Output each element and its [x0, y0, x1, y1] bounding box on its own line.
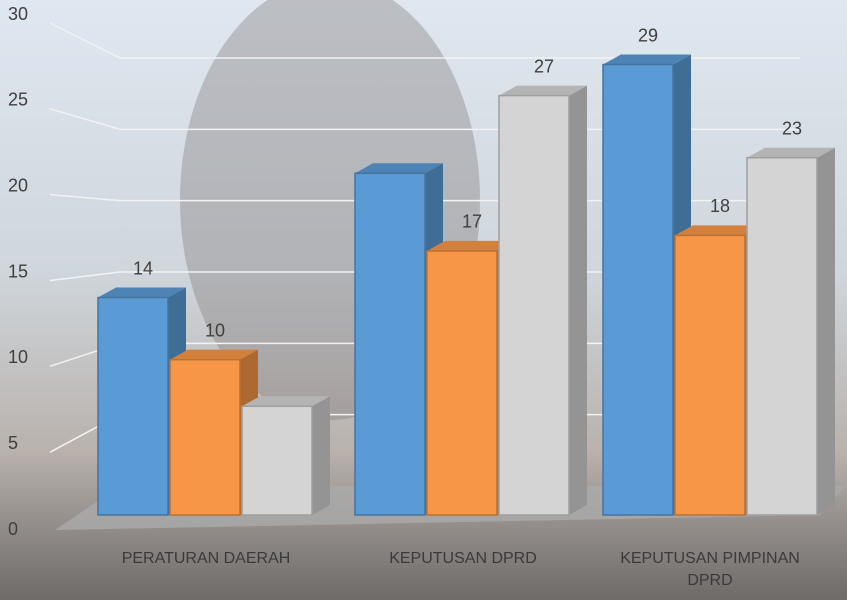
value-label: 29	[638, 25, 658, 45]
value-label: 23	[782, 118, 802, 138]
y-tick-label: 30	[8, 4, 28, 24]
value-label: 27	[534, 56, 554, 76]
y-tick-label: 15	[8, 261, 28, 281]
value-label: 18	[710, 196, 730, 216]
bar	[241, 405, 313, 516]
bar-top	[499, 85, 587, 96]
value-label: 14	[133, 258, 153, 278]
bar-side	[569, 85, 587, 515]
x-tick-label: PERATURAN DAERAH	[121, 550, 291, 567]
y-tick-label: 5	[8, 433, 18, 453]
bar	[498, 94, 570, 516]
bar-top	[603, 54, 691, 65]
bar	[354, 172, 426, 516]
bar	[602, 63, 674, 516]
y-tick-label: 0	[8, 519, 18, 539]
bar	[97, 296, 169, 516]
bar-top	[170, 349, 258, 360]
value-label: 17	[462, 212, 482, 232]
bar-side	[312, 396, 330, 515]
bar-top	[675, 225, 763, 236]
bar	[746, 156, 818, 516]
bar	[426, 250, 498, 516]
x-tick-label: KEPUTUSAN PIMPINAN DPRD	[620, 550, 800, 589]
grid-line	[49, 22, 800, 59]
x-tick-label: KEPUTUSAN DPRD	[389, 550, 537, 567]
bar-top	[427, 240, 515, 251]
bar-top	[355, 163, 443, 174]
bar-top	[242, 396, 330, 407]
bar-side	[817, 147, 835, 515]
y-tick-label: 25	[8, 90, 28, 110]
bar-top	[747, 147, 835, 158]
bar-top	[98, 287, 186, 298]
y-tick-label: 10	[8, 347, 28, 367]
bar	[674, 234, 746, 516]
bar	[169, 358, 241, 516]
value-label: 10	[205, 320, 225, 340]
y-tick-label: 20	[8, 175, 28, 195]
